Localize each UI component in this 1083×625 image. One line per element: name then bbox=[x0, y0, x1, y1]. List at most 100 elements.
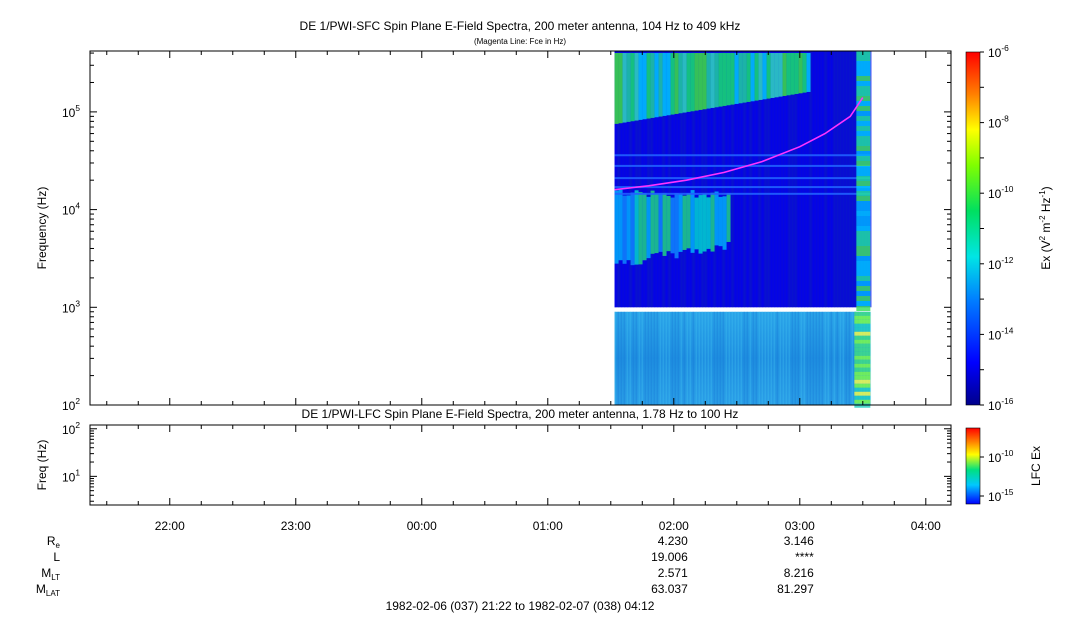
sfc-edge-emission bbox=[856, 261, 871, 266]
sfc-edge-emission bbox=[856, 306, 871, 311]
sfc-streak bbox=[812, 51, 815, 308]
sfc-hf-emission bbox=[730, 53, 735, 105]
time-tick-label: 23:00 bbox=[281, 519, 311, 533]
sfc-hf-emission bbox=[726, 53, 731, 106]
sfc-edge-emission bbox=[856, 296, 871, 301]
time-tick-label: 22:00 bbox=[155, 519, 185, 533]
sfc-low-streak bbox=[797, 311, 800, 405]
sfc-edge-emission bbox=[856, 116, 871, 121]
sfc-streak bbox=[626, 51, 629, 308]
sfc-low-streak bbox=[614, 311, 617, 405]
sfc-colorbar-label: Ex (V2 m-2 Hz-1) bbox=[1038, 186, 1053, 269]
sfc-colorbar-tick-label: 10-8 bbox=[988, 114, 1009, 131]
sfc-edge-emission bbox=[856, 51, 871, 56]
sfc-low-streak bbox=[734, 311, 737, 405]
sfc-hf-emission bbox=[774, 53, 779, 98]
sfc-streak bbox=[794, 51, 797, 308]
sfc-low-edge-emission bbox=[854, 375, 871, 380]
ephemeris-value: **** bbox=[795, 550, 814, 564]
sfc-streak bbox=[737, 51, 740, 308]
sfc-streak bbox=[698, 51, 701, 308]
sfc-streak bbox=[671, 51, 674, 308]
sfc-low-edge-emission bbox=[854, 391, 871, 396]
sfc-y-tick-label: 104 bbox=[62, 201, 80, 218]
lfc-y-tick-label: 101 bbox=[62, 467, 80, 484]
sfc-streak bbox=[740, 51, 743, 308]
sfc-hf-emission bbox=[750, 53, 755, 102]
sfc-edge-emission bbox=[856, 271, 871, 276]
sfc-edge-emission bbox=[856, 171, 871, 176]
lfc-colorbar-tick-label: 10-10 bbox=[988, 448, 1014, 465]
sfc-streak bbox=[620, 51, 623, 308]
sfc-low-streak bbox=[824, 311, 827, 405]
sfc-hf-emission bbox=[706, 53, 711, 109]
sfc-edge-emission bbox=[856, 101, 871, 106]
sfc-low-edge-emission bbox=[854, 339, 871, 344]
sfc-low-edge-emission bbox=[854, 327, 871, 332]
sfc-spectrogram-data bbox=[614, 51, 872, 408]
sfc-low-streak bbox=[620, 311, 623, 405]
lfc-colorbar bbox=[965, 427, 981, 505]
sfc-streak bbox=[650, 51, 653, 308]
sfc-low-streak bbox=[740, 311, 743, 405]
sfc-interference-line bbox=[614, 186, 871, 189]
sfc-interference-line bbox=[614, 177, 871, 180]
sfc-mf-emission bbox=[686, 193, 691, 249]
sfc-mf-emission bbox=[694, 197, 699, 250]
sfc-low-edge-emission bbox=[854, 363, 871, 368]
sfc-low-streak bbox=[827, 311, 830, 405]
sfc-streak bbox=[779, 51, 782, 308]
sfc-hf-emission bbox=[738, 53, 743, 104]
sfc-hf-emission bbox=[806, 53, 811, 92]
sfc-streak bbox=[767, 51, 770, 308]
sfc-mf-emission bbox=[618, 189, 623, 261]
sfc-streak bbox=[647, 51, 650, 308]
sfc-mf-emission bbox=[662, 192, 667, 256]
sfc-mf-emission bbox=[678, 194, 683, 252]
sfc-streak bbox=[683, 51, 686, 308]
sfc-low-streak bbox=[836, 311, 839, 405]
sfc-low-streak bbox=[833, 311, 836, 405]
sfc-streak bbox=[653, 51, 656, 308]
ephemeris-label: MLAT bbox=[36, 582, 60, 598]
sfc-hf-emission bbox=[614, 53, 619, 124]
sfc-low-streak bbox=[701, 311, 704, 405]
sfc-colorbar-tick-label: 10-14 bbox=[988, 325, 1014, 342]
sfc-streak bbox=[716, 51, 719, 308]
sfc-edge-emission bbox=[856, 276, 871, 281]
sfc-streak bbox=[803, 51, 806, 308]
sfc-edge-emission bbox=[856, 66, 871, 71]
sfc-mf-emission bbox=[706, 197, 711, 249]
sfc-streak bbox=[791, 51, 794, 308]
sfc-low-streak bbox=[800, 311, 803, 405]
sfc-hf-emission bbox=[690, 53, 695, 112]
sfc-low-streak bbox=[683, 311, 686, 405]
sfc-low-edge-emission bbox=[854, 395, 871, 400]
sfc-low-edge-emission bbox=[854, 319, 871, 324]
sfc-edge-emission bbox=[856, 121, 871, 126]
sfc-edge-emission bbox=[856, 236, 871, 241]
sfc-low-streak bbox=[635, 311, 638, 405]
sfc-edge-emission bbox=[856, 221, 871, 226]
sfc-subtitle: (Magenta Line: Fce in Hz) bbox=[474, 37, 566, 46]
sfc-hf-emission bbox=[670, 53, 675, 115]
sfc-low-streak bbox=[839, 311, 842, 405]
sfc-streak bbox=[842, 51, 845, 308]
sfc-streak bbox=[797, 51, 800, 308]
sfc-streak bbox=[833, 51, 836, 308]
sfc-mf-emission bbox=[654, 193, 659, 254]
sfc-low-streak bbox=[749, 311, 752, 405]
ephemeris-values: 4.230 19.006 2.571 63.037 3.146 **** 8.216 81.2… bbox=[651, 534, 814, 596]
sfc-streak bbox=[629, 51, 632, 308]
sfc-edge-emission bbox=[856, 226, 871, 231]
sfc-mf-emission bbox=[666, 195, 671, 252]
sfc-hf-emission bbox=[770, 53, 775, 98]
sfc-streak bbox=[743, 51, 746, 308]
sfc-hf-emission bbox=[694, 53, 699, 111]
sfc-streak bbox=[788, 51, 791, 308]
sfc-hf-emission bbox=[722, 53, 727, 106]
sfc-low-edge-emission bbox=[854, 371, 871, 376]
sfc-edge-emission bbox=[856, 76, 871, 81]
sfc-low-streak bbox=[791, 311, 794, 405]
